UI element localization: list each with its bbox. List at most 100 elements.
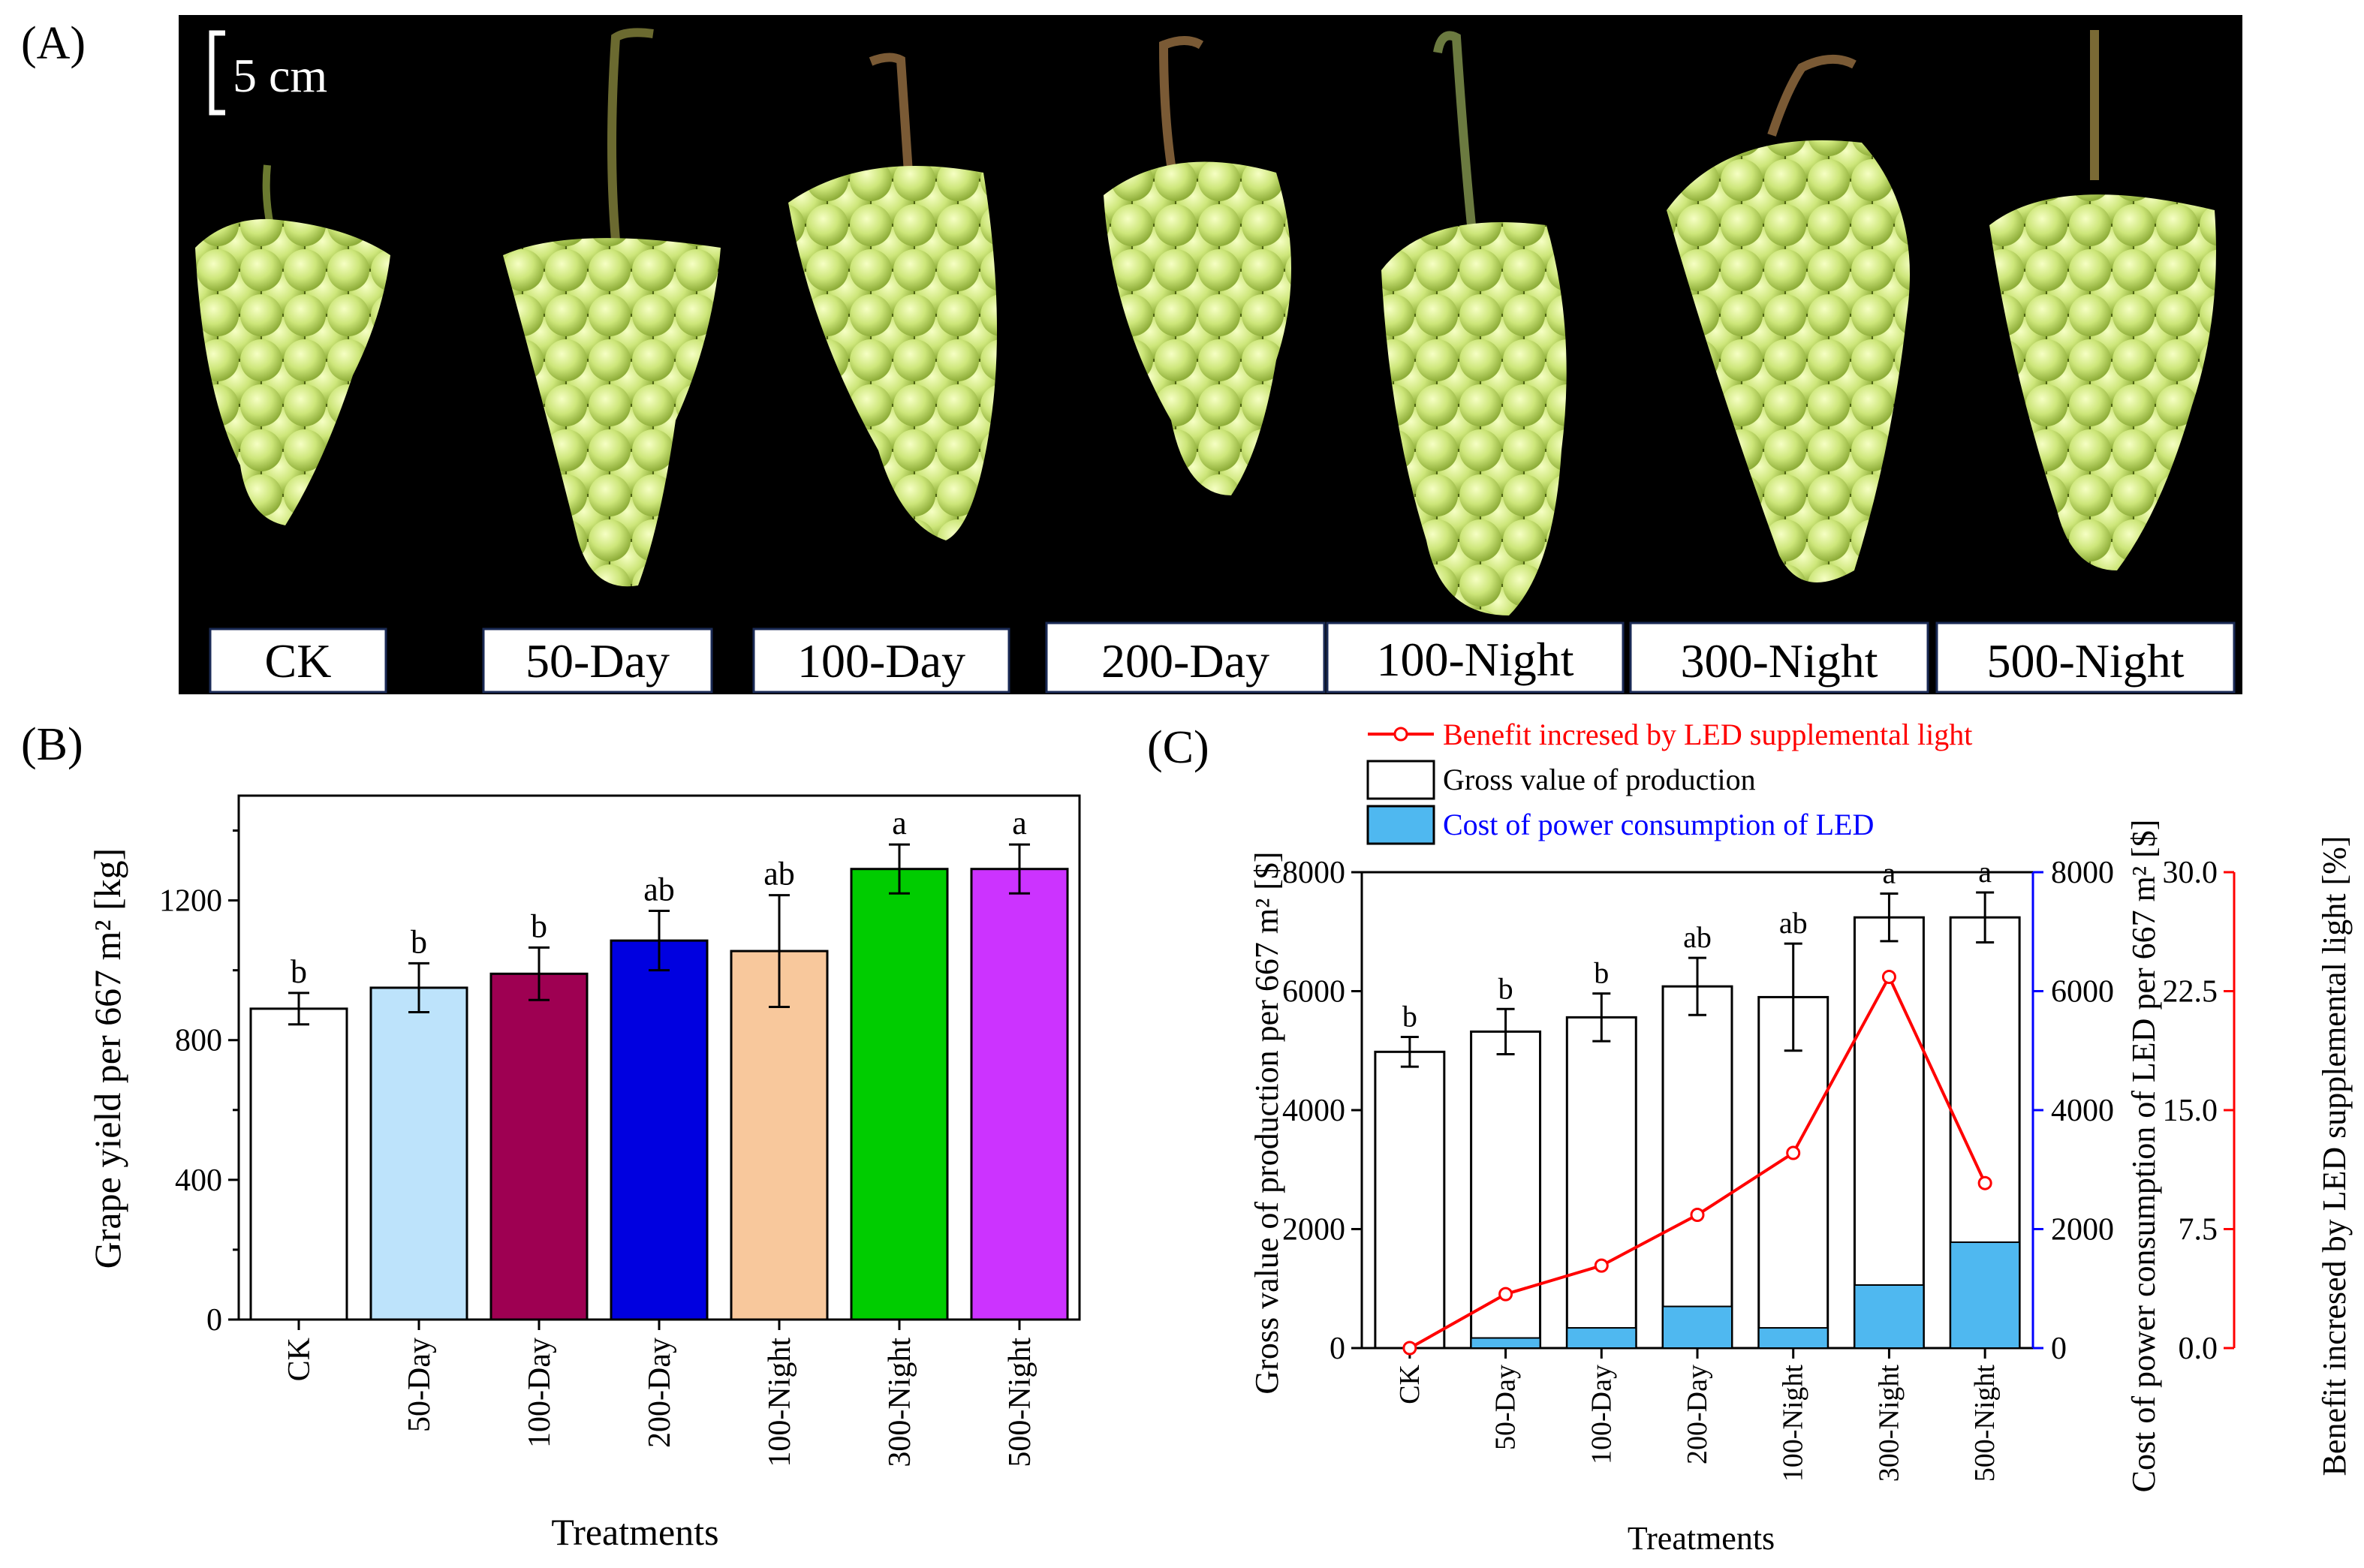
y-tick-label: 0 [206, 1303, 222, 1338]
right-y-tick-label: 0.0 [2179, 1332, 2218, 1366]
left-y-tick-label: 8000 [1282, 856, 1345, 890]
significance-label: ab [1779, 906, 1808, 940]
x-tick-label: 100-Day [522, 1338, 557, 1448]
benefit-point [1402, 1341, 1417, 1356]
mid-y-tick-label: 8000 [2051, 856, 2114, 890]
photo-label-box-200-day: 200-Day [1045, 621, 1326, 694]
significance-label: ab [763, 856, 795, 892]
x-tick-label: CK [282, 1338, 317, 1381]
x-tick-label: CK [1394, 1364, 1426, 1404]
x-tick-label: 100-Day [1586, 1365, 1617, 1464]
benefit-point [1498, 1287, 1513, 1302]
x-tick-label: 50-Day [402, 1338, 437, 1432]
grape-cluster-100-day [788, 53, 997, 540]
significance-label: a [1978, 855, 1992, 889]
scale-bar [209, 30, 225, 116]
panel-c-letter: (C) [1147, 722, 1209, 773]
significance-label: b [291, 953, 307, 990]
chart-c-mid-axis-title: Cost of power consumption of LED per 667… [2125, 820, 2162, 1493]
x-tick-label: 200-Day [1682, 1365, 1713, 1464]
legend-item-cost: Cost of power consumption of LED [1366, 805, 1874, 845]
x-tick-label: 500-Night [1969, 1365, 2001, 1482]
mid-y-tick-label: 6000 [2051, 975, 2114, 1010]
photo-label: 300-Night [1680, 634, 1878, 688]
chart-c: Benefit incresed by LED supplemental lig… [1248, 718, 2353, 1557]
bar [249, 1007, 348, 1321]
panel-b-letter: (B) [21, 719, 83, 770]
benefit-point [1594, 1258, 1609, 1273]
x-tick-label: 500-Night [1003, 1338, 1037, 1467]
right-y-tick-label: 22.5 [2163, 975, 2218, 1010]
chart-c-right-axis-title: Benefit incresed by LED supplemental lig… [2316, 836, 2353, 1476]
scale-bar-label: 5 cm [233, 49, 327, 102]
benefit-point [1786, 1145, 1801, 1160]
left-y-tick-label: 0 [1330, 1332, 1345, 1366]
led-cost-bar [1854, 1284, 1925, 1349]
gross-value-bar [1661, 985, 1733, 1350]
photo-label: 200-Day [1101, 634, 1269, 688]
y-tick-label: 400 [175, 1163, 222, 1198]
left-y-tick-label: 2000 [1282, 1213, 1345, 1247]
gross-value-bar [1853, 916, 1925, 1350]
chart-b-y-axis-title: Grape yield per 667 m² [kg] [86, 848, 128, 1269]
gross-value-bar [1565, 1016, 1637, 1350]
left-y-tick-label: 6000 [1282, 975, 1345, 1010]
grape-cluster-500-night [1989, 30, 2216, 570]
chart-c-legend: Benefit incresed by LED supplemental lig… [1366, 718, 1972, 845]
bar [970, 868, 1069, 1321]
bar [610, 939, 709, 1321]
panel-a-letter: (A) [21, 18, 86, 69]
significance-label: b [1498, 971, 1513, 1005]
significance-label: b [411, 923, 427, 960]
significance-label: b [1402, 1000, 1417, 1034]
photo-label-box-500-night: 500-Night [1935, 621, 2236, 694]
grape-cluster-50-day [503, 28, 721, 587]
bar [730, 950, 829, 1321]
chart-c-left-axis-title: Gross value of production per 667 m² [$] [1248, 851, 1285, 1394]
led-cost-bar [1757, 1327, 1829, 1350]
significance-label: a [892, 805, 907, 841]
x-tick-label: 100-Night [763, 1338, 797, 1467]
photo-label: CK [265, 634, 332, 688]
led-cost-bar [1470, 1337, 1541, 1349]
x-tick-label: 50-Day [1490, 1365, 1522, 1450]
legend-item-gross: Gross value of production [1366, 760, 1756, 800]
led-cost-bar [1662, 1305, 1733, 1350]
grape-photo: 5 cm [179, 15, 2242, 694]
mid-y-tick-label: 2000 [2051, 1213, 2114, 1247]
photo-label-box-100-day: 100-Day [752, 628, 1010, 694]
legend-label-benefit: Benefit incresed by LED supplemental lig… [1443, 718, 1972, 751]
grape-cluster-ck [195, 164, 390, 525]
grape-cluster-300-night [1667, 54, 1910, 582]
bar [369, 986, 468, 1321]
photo-label: 50-Day [526, 634, 670, 688]
x-tick-label: 100-Night [1778, 1365, 1809, 1482]
photo-label: 100-Day [797, 634, 965, 688]
legend-label-cost: Cost of power consumption of LED [1443, 808, 1874, 841]
chart-b-x-axis-title: Treatments [551, 1511, 718, 1553]
significance-label: b [531, 907, 547, 944]
benefit-point [1977, 1175, 1992, 1190]
photo-label-box-300-night: 300-Night [1629, 621, 1929, 694]
legend-item-benefit: Benefit incresed by LED supplemental lig… [1368, 718, 1972, 751]
right-y-tick-label: 7.5 [2179, 1213, 2218, 1247]
grape-cluster-100-night [1381, 31, 1567, 615]
significance-label: a [1883, 856, 1896, 890]
bar [850, 868, 949, 1321]
left-y-tick-label: 4000 [1282, 1094, 1345, 1128]
x-tick-label: 200-Day [643, 1338, 677, 1448]
gross-value-bar [1374, 1050, 1446, 1350]
legend-label-gross: Gross value of production [1443, 763, 1756, 796]
grape-cluster-200-day [1104, 36, 1291, 496]
mid-y-tick-label: 0 [2051, 1332, 2067, 1366]
y-tick-label: 1200 [159, 884, 222, 919]
significance-label: b [1594, 956, 1609, 990]
led-cost-bar [1950, 1241, 2021, 1350]
photo-label-box-ck: CK [209, 628, 387, 694]
bar [489, 972, 589, 1321]
photo-label-box-50-day: 50-Day [482, 628, 713, 694]
right-y-tick-label: 30.0 [2163, 856, 2218, 890]
x-tick-label: 300-Night [883, 1338, 917, 1467]
photo-label: 100-Night [1376, 633, 1573, 686]
led-cost-bar [1566, 1327, 1637, 1350]
